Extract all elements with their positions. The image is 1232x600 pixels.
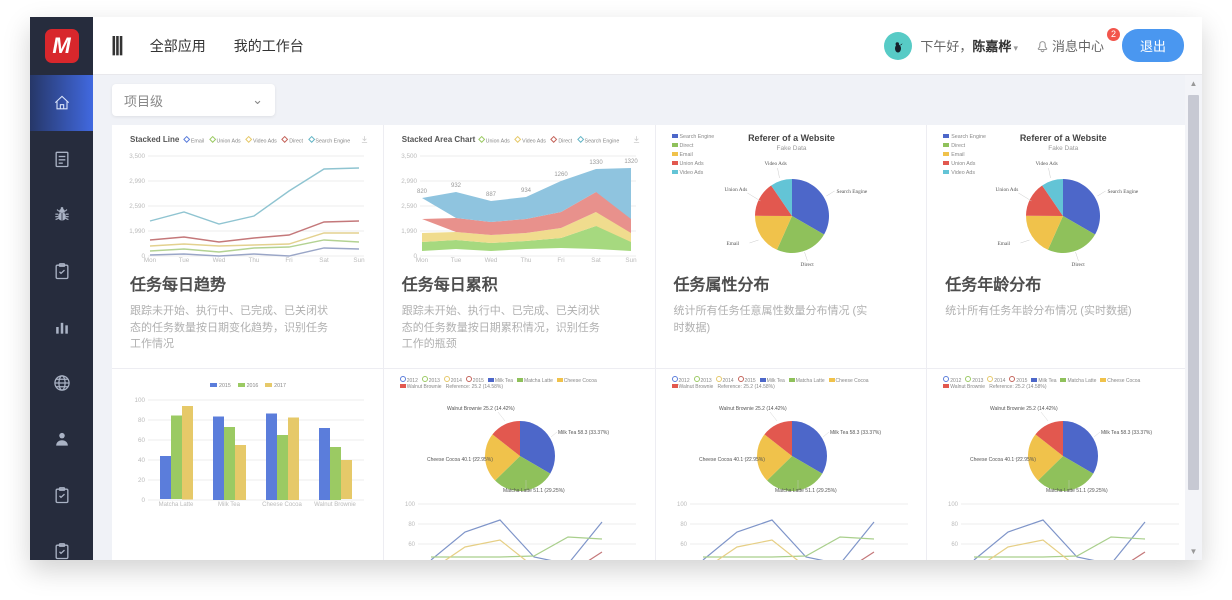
svg-text:Email: Email [726,241,739,247]
svg-text:Sat: Sat [591,257,601,264]
svg-text:Matcha Latte 51.1 (29.25%): Matcha Latte 51.1 (29.25%) [503,488,565,493]
svg-text:Cheese Cocoa: Cheese Cocoa [262,502,302,508]
svg-text:60: 60 [680,542,687,548]
svg-text:100: 100 [948,502,959,508]
svg-text:2,990: 2,990 [401,178,417,185]
svg-text:Wed: Wed [213,257,226,264]
svg-text:Union Ads: Union Ads [724,187,747,193]
svg-text:Cheese Cocoa 40.1 (22.95%): Cheese Cocoa 40.1 (22.95%) [699,457,765,463]
svg-text:80: 80 [680,522,687,528]
svg-text:20: 20 [138,477,146,484]
svg-text:Video Ads: Video Ads [1036,161,1058,167]
svg-text:Video Ads: Video Ads [764,161,786,167]
svg-text:Mon: Mon [144,257,157,264]
svg-text:1320: 1320 [624,159,638,165]
svg-text:40: 40 [138,457,146,464]
svg-text:60: 60 [408,542,415,548]
svg-text:Fri: Fri [557,257,564,264]
svg-text:100: 100 [676,502,687,508]
svg-text:80: 80 [408,522,415,528]
svg-text:Matcha Latte 51.1 (29.25%): Matcha Latte 51.1 (29.25%) [775,488,837,493]
svg-text:60: 60 [138,437,146,444]
svg-text:Search Engine: Search Engine [836,189,867,195]
svg-text:2,590: 2,590 [129,203,145,210]
svg-text:80: 80 [952,522,959,528]
svg-text:Email: Email [998,241,1011,247]
svg-text:Thu: Thu [520,257,531,264]
svg-text:Sun: Sun [625,257,637,264]
svg-text:1,990: 1,990 [129,228,145,235]
svg-text:932: 932 [451,183,462,189]
svg-text:Milk Tea 58.3 (33.37%): Milk Tea 58.3 (33.37%) [830,430,881,436]
svg-text:1260: 1260 [554,172,568,178]
svg-text:Union Ads: Union Ads [996,187,1019,193]
svg-text:Milk Tea: Milk Tea [218,502,241,508]
svg-text:Walnut Brownie 25.2 (14.42%): Walnut Brownie 25.2 (14.42%) [990,406,1058,412]
svg-text:2,590: 2,590 [401,203,417,210]
svg-text:Search Engine: Search Engine [1108,189,1139,195]
svg-text:887: 887 [486,192,497,198]
svg-text:Cheese Cocoa 40.1 (22.95%): Cheese Cocoa 40.1 (22.95%) [427,457,493,463]
svg-text:Mon: Mon [416,257,429,264]
svg-text:Milk Tea 58.3 (33.37%): Milk Tea 58.3 (33.37%) [1101,430,1152,436]
svg-text:Matcha Latte 51.1 (29.25%): Matcha Latte 51.1 (29.25%) [1046,488,1108,493]
svg-text:0: 0 [141,497,145,504]
svg-text:Sun: Sun [353,257,365,264]
svg-text:1330: 1330 [589,160,603,166]
svg-text:Wed: Wed [484,257,497,264]
svg-text:Cheese Cocoa 40.1 (22.95%): Cheese Cocoa 40.1 (22.95%) [970,457,1036,463]
svg-text:934: 934 [521,188,532,194]
svg-text:Tue: Tue [450,257,461,264]
svg-text:Direct: Direct [1072,262,1086,268]
svg-text:Walnut Brownie 25.2 (14.42%): Walnut Brownie 25.2 (14.42%) [447,406,515,412]
svg-text:Milk Tea 58.3 (33.37%): Milk Tea 58.3 (33.37%) [558,430,609,436]
svg-text:Fri: Fri [285,257,292,264]
svg-text:Thu: Thu [249,257,260,264]
svg-text:60: 60 [952,542,959,548]
svg-text:Matcha Latte: Matcha Latte [159,502,194,508]
svg-text:3,500: 3,500 [401,153,417,160]
svg-text:3,500: 3,500 [129,153,145,160]
svg-text:Tue: Tue [179,257,190,264]
svg-text:1,990: 1,990 [401,228,417,235]
svg-text:Direct: Direct [800,262,814,268]
svg-text:Walnut Brownie: Walnut Brownie [314,502,356,508]
svg-text:Walnut Brownie 25.2 (14.42%): Walnut Brownie 25.2 (14.42%) [719,406,787,412]
svg-text:100: 100 [405,502,416,508]
svg-text:2,990: 2,990 [129,178,145,185]
svg-text:Sat: Sat [319,257,329,264]
svg-text:100: 100 [134,397,145,404]
svg-text:820: 820 [417,189,428,195]
svg-text:80: 80 [138,417,146,424]
